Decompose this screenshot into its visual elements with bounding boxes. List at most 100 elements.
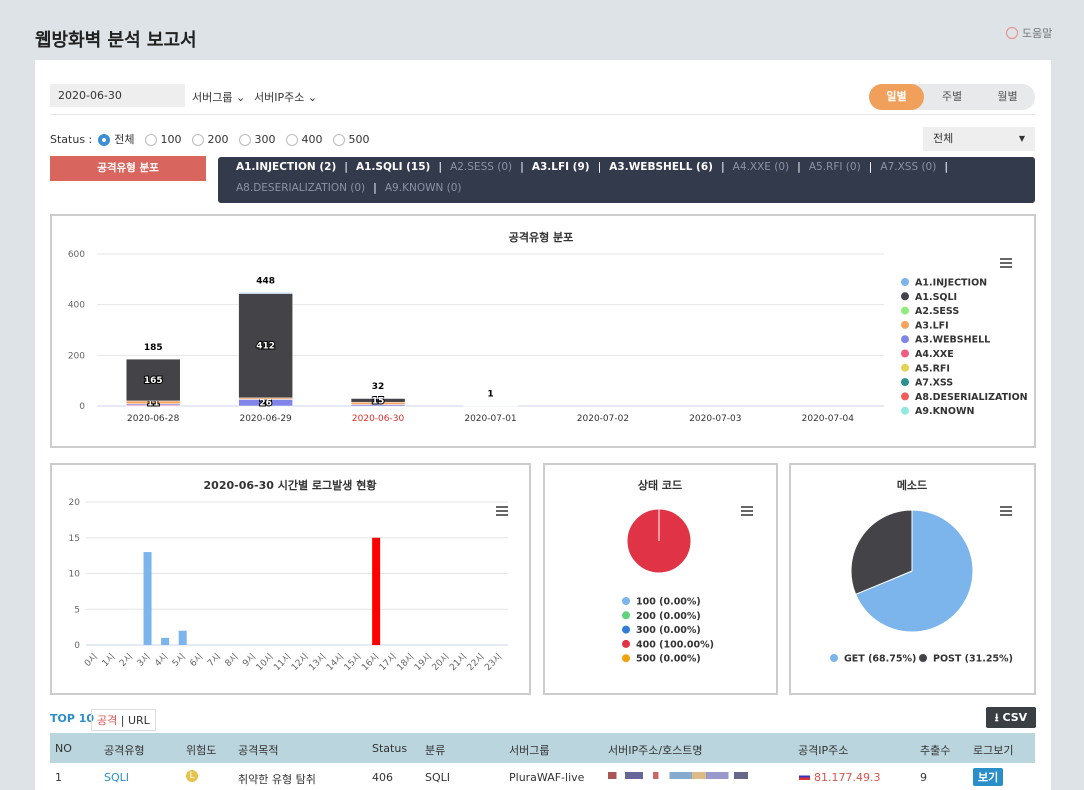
status-radio[interactable]: 400	[285, 133, 323, 146]
legend-label: A3.WEBSHELL	[915, 335, 990, 346]
x-tick-label: 17시	[377, 651, 399, 673]
main-chart-box	[50, 214, 1036, 448]
legend-marker	[901, 406, 909, 415]
column-header: NO	[55, 742, 72, 755]
tab[interactable]: 공격	[97, 714, 118, 727]
legend-marker	[901, 278, 909, 286]
help[interactable]: 도움말	[1006, 25, 1052, 41]
legend-label: A4.XXE	[915, 349, 954, 360]
attack-type[interactable]: A2.SESS (0)	[450, 161, 513, 173]
x-tick-label: 2020-07-02	[577, 414, 629, 424]
attack-type[interactable]: A5.RFI (0)	[808, 161, 861, 173]
chart-title: 메소드	[897, 478, 927, 492]
x-tick-label: 6시	[188, 651, 206, 669]
legend-marker	[622, 639, 630, 648]
attack-type[interactable]: A9.KNOWN (0)	[384, 182, 462, 194]
server-group-select[interactable]: 서버그룹 ⌄	[192, 91, 246, 104]
csv-button[interactable]: ⭳ CSV	[986, 707, 1036, 728]
period-button[interactable]: 월별	[997, 90, 1018, 103]
status-radio[interactable]: 500	[332, 133, 370, 146]
x-tick-label: 7시	[205, 651, 223, 669]
status-radio[interactable]: 100	[144, 133, 182, 146]
tab[interactable]: URL	[127, 714, 150, 727]
divider	[50, 114, 1035, 115]
date-input[interactable]: 2020-06-30	[50, 84, 185, 107]
legend-label: A9.KNOWN	[915, 406, 974, 417]
x-tick-label: 2020-07-04	[802, 414, 855, 424]
separator: |	[944, 160, 949, 173]
total-label: 1	[487, 390, 493, 400]
cell[interactable]: 81.177.49.3	[814, 771, 881, 784]
x-tick-label: 0시	[82, 651, 100, 669]
y-tick-label: 0	[74, 641, 80, 651]
separator: |	[868, 160, 873, 173]
legend-label: A1.INJECTION	[915, 278, 987, 289]
bar-segment	[125, 358, 181, 402]
radio-label[interactable]: 300	[254, 133, 276, 146]
radio-icon[interactable]	[144, 134, 157, 146]
radio-icon[interactable]	[285, 134, 298, 146]
attack-type[interactable]: A8.DESERIALIZATION (0)	[236, 182, 366, 194]
cell[interactable]: SQLI	[104, 771, 130, 784]
radio-icon[interactable]	[191, 134, 204, 146]
legend-marker	[901, 349, 909, 358]
legend-marker	[901, 378, 909, 387]
view-button[interactable]: 보기	[973, 768, 1004, 786]
bar	[372, 537, 381, 645]
risk-badge: L	[186, 770, 198, 782]
bar	[178, 630, 187, 645]
status-select[interactable]: 전체 ▼	[923, 127, 1035, 151]
bar-segment	[238, 292, 293, 294]
radio-label[interactable]: 100	[160, 133, 182, 146]
status-select-text[interactable]: 전체	[933, 132, 954, 145]
attack-type[interactable]: A1.SQLI (15)	[355, 161, 431, 173]
legend-marker	[919, 654, 927, 662]
radio-icon[interactable]	[238, 134, 251, 146]
period-button[interactable]: 주별	[941, 90, 963, 103]
server-ip[interactable]: 서버IP주소	[254, 91, 305, 104]
csv-text[interactable]: CSV	[1002, 711, 1028, 724]
total-label: 185	[144, 343, 163, 353]
status-radio[interactable]: 300	[238, 133, 276, 146]
attack-type[interactable]: A1.INJECTION (2)	[236, 161, 337, 173]
cell: PluraWAF-live	[509, 771, 585, 784]
server-ip-select[interactable]: 서버IP주소 ⌄	[254, 91, 318, 104]
column-header: 공격IP주소	[798, 744, 849, 757]
radio-label[interactable]: 전체	[114, 133, 135, 146]
flag	[799, 773, 810, 780]
legend-marker	[901, 363, 909, 372]
legend-marker	[622, 654, 630, 663]
x-tick-label: 4시	[153, 651, 171, 669]
legend-label: 300 (0.00%)	[636, 625, 701, 636]
x-tick-label: 2020-06-29	[239, 414, 292, 424]
status-label: Status :	[50, 133, 93, 146]
cell: 9	[920, 771, 927, 784]
column-header: 공격목적	[238, 744, 279, 757]
attack-type[interactable]: A7.XSS (0)	[880, 161, 937, 173]
attack-type[interactable]: A3.LFI (9)	[531, 161, 590, 173]
period-button[interactable]: 일별	[869, 84, 924, 110]
radio-icon[interactable]	[98, 134, 111, 146]
attack-type-button[interactable]: 공격유형 분포	[50, 156, 206, 181]
server-group[interactable]: 서버그룹	[192, 91, 233, 104]
legend-label: GET (68.75%)	[844, 654, 916, 665]
radio-label[interactable]: 400	[301, 133, 323, 146]
x-tick-label: 19시	[412, 651, 434, 673]
radio-label[interactable]: 200	[207, 133, 229, 146]
separator: |	[797, 160, 801, 173]
help-text[interactable]: 도움말	[1022, 27, 1053, 40]
attack-type[interactable]: A4.XXE (0)	[732, 161, 790, 173]
radio-icon[interactable]	[332, 134, 345, 146]
attack-type[interactable]: A3.WEBSHELL (6)	[609, 161, 713, 173]
status-radio[interactable]: 전체	[98, 131, 135, 147]
x-tick-label: 2020-06-30	[352, 414, 405, 424]
x-tick-label: 2020-07-01	[464, 414, 516, 424]
legend-label: A5.RFI	[915, 363, 950, 374]
attack-type-bar: A1.INJECTION (2) | A1.SQLI (15) | A2.SESS (0…	[218, 157, 1035, 203]
radio-label[interactable]: 500	[348, 133, 370, 146]
status-radio[interactable]: 200	[191, 133, 229, 146]
legend-label: A7.XSS	[915, 378, 953, 389]
x-tick-label: 16시	[360, 651, 382, 673]
bar	[161, 637, 170, 645]
